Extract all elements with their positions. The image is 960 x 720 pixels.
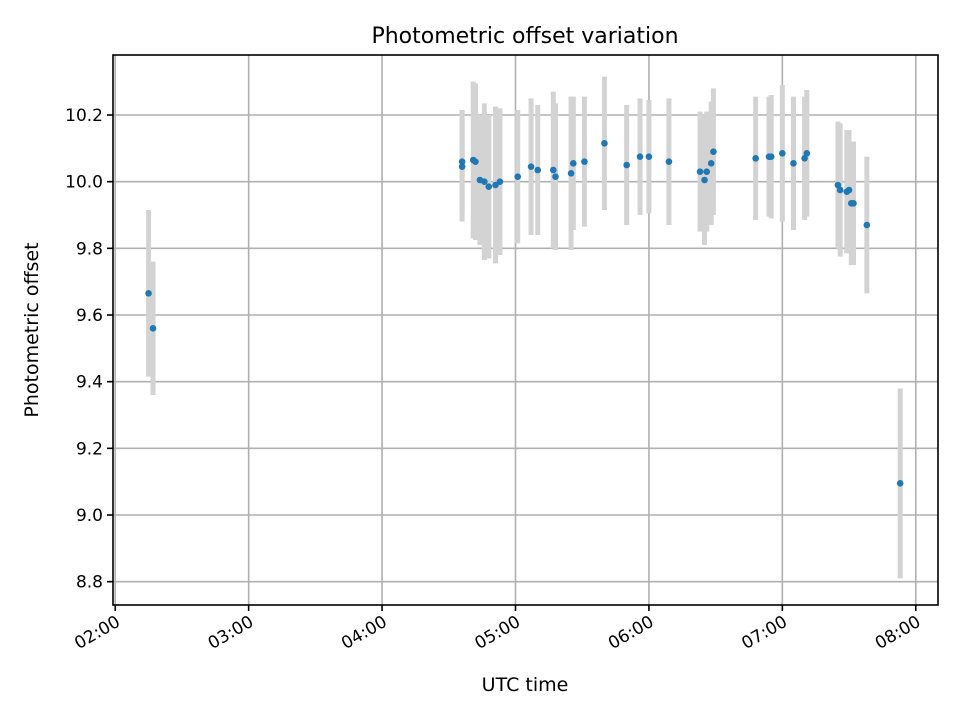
data-point bbox=[496, 178, 504, 185]
y-axis-label: Photometric offset bbox=[21, 242, 43, 417]
data-point bbox=[803, 150, 811, 157]
data-point bbox=[850, 200, 857, 207]
data-point bbox=[534, 166, 542, 174]
x-tick-label: 07:00 bbox=[738, 612, 790, 654]
data-point bbox=[527, 163, 535, 170]
y-tick-label: 9.4 bbox=[76, 373, 103, 393]
data-point bbox=[863, 221, 871, 229]
y-tick-label: 8.8 bbox=[76, 573, 103, 593]
data-point bbox=[601, 140, 608, 147]
data-point bbox=[779, 150, 786, 157]
x-axis: 02:00 03:00 04:00 05:00 06:00 07:00 08:00 bbox=[71, 605, 924, 654]
data-point bbox=[458, 163, 466, 170]
data-point bbox=[552, 173, 559, 180]
error-bars bbox=[146, 76, 903, 579]
y-axis: 8.8 9.0 9.2 9.4 9.6 9.8 10.0 10.2 bbox=[65, 106, 113, 593]
data-point bbox=[665, 158, 673, 165]
data-point bbox=[472, 158, 479, 165]
grid bbox=[113, 55, 938, 605]
x-tick-label: 02:00 bbox=[71, 612, 123, 654]
y-tick-label: 9.6 bbox=[76, 306, 103, 326]
data-point bbox=[514, 173, 522, 180]
y-tick-label: 10.0 bbox=[65, 173, 103, 193]
chart-title: Photometric offset variation bbox=[371, 24, 678, 49]
data-point bbox=[485, 183, 493, 190]
data-point bbox=[458, 158, 466, 165]
data-point bbox=[896, 480, 904, 487]
data-point bbox=[481, 178, 488, 185]
x-tick-label: 05:00 bbox=[472, 612, 524, 654]
data-point bbox=[701, 176, 708, 184]
plot-frame bbox=[112, 54, 939, 606]
data-point bbox=[801, 155, 808, 162]
data-point bbox=[145, 290, 152, 297]
data-point bbox=[703, 168, 711, 175]
data-point bbox=[696, 168, 704, 175]
data-point bbox=[149, 325, 157, 332]
y-tick-label: 9.2 bbox=[76, 439, 103, 459]
data-point bbox=[645, 153, 653, 160]
y-tick-label: 9.8 bbox=[76, 239, 103, 259]
data-point bbox=[836, 186, 844, 194]
x-tick-label: 08:00 bbox=[872, 612, 924, 654]
y-tick-label: 10.2 bbox=[65, 106, 103, 126]
x-tick-label: 03:00 bbox=[205, 612, 257, 654]
data-point bbox=[549, 166, 557, 174]
data-point bbox=[710, 148, 717, 155]
y-tick-label: 9.0 bbox=[76, 506, 103, 526]
data-point bbox=[636, 153, 644, 160]
x-tick-label: 04:00 bbox=[338, 612, 390, 654]
data-point bbox=[623, 161, 630, 169]
x-axis-label: UTC time bbox=[482, 674, 569, 696]
data-point bbox=[581, 158, 588, 165]
data-points bbox=[145, 140, 904, 487]
data-point bbox=[845, 186, 853, 194]
data-point bbox=[790, 160, 797, 167]
data-point bbox=[707, 160, 715, 167]
x-tick-label: 06:00 bbox=[605, 612, 657, 654]
data-point bbox=[570, 160, 577, 167]
data-point bbox=[767, 153, 775, 160]
data-point bbox=[752, 155, 759, 162]
data-point bbox=[834, 181, 842, 189]
data-point bbox=[567, 170, 575, 177]
